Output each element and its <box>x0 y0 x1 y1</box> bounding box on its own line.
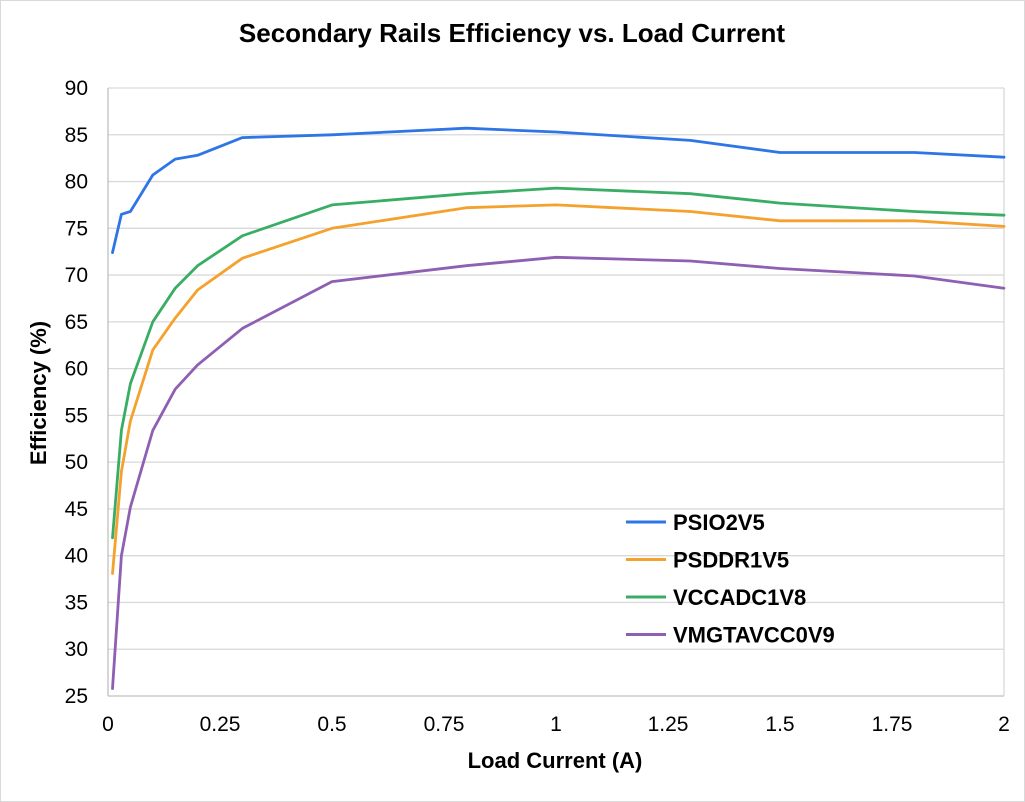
x-tick-label: 0.25 <box>200 713 241 736</box>
x-tick-label: 1.5 <box>765 713 794 736</box>
series-line-psddr1v5 <box>111 203 1006 575</box>
legend-label-psio2v5: PSIO2V5 <box>673 510 765 535</box>
series-line-psio2v5 <box>111 126 1006 255</box>
legend-label-vmgtavcc0v9: VMGTAVCC0V9 <box>673 623 835 648</box>
series-line-vccadc1v8 <box>111 186 1006 540</box>
y-tick-label: 55 <box>65 404 88 427</box>
x-tick-label: 0.5 <box>317 713 346 736</box>
legend: PSIO2V5 PSDDR1V5 VCCADC1V8 VMGTAVCC0V9 <box>626 510 835 648</box>
y-tick-label: 70 <box>65 264 88 287</box>
y-tick-label: 35 <box>65 591 88 614</box>
x-tick-label: 1.75 <box>872 713 913 736</box>
y-tick-label: 85 <box>65 124 88 147</box>
x-tick-label: 1.25 <box>648 713 689 736</box>
x-tick-label: 0 <box>102 713 114 736</box>
x-axis-label: Load Current (A) <box>468 748 643 773</box>
x-tick-label: 0.75 <box>424 713 465 736</box>
y-tick-label: 90 <box>65 77 88 100</box>
y-tick-label: 25 <box>65 685 88 708</box>
x-tick-label: 1 <box>550 713 562 736</box>
legend-label-vccadc1v8: VCCADC1V8 <box>673 585 806 610</box>
series-line-vmgtavcc0v9 <box>111 255 1006 690</box>
y-tick-label: 75 <box>65 217 88 240</box>
y-tick-label: 50 <box>65 451 88 474</box>
y-axis-ticks: 25 30 35 40 45 50 55 60 65 70 75 80 85 90 <box>65 77 88 708</box>
chart-title: Secondary Rails Efficiency vs. Load Curr… <box>239 18 786 48</box>
axes <box>107 88 1005 697</box>
y-axis-label: Efficiency (%) <box>26 321 51 465</box>
legend-label-psddr1v5: PSDDR1V5 <box>673 548 789 573</box>
gridlines <box>108 87 1004 650</box>
x-tick-label: 2 <box>998 713 1010 736</box>
plot-series <box>111 126 1006 690</box>
y-tick-label: 80 <box>65 171 88 194</box>
y-tick-label: 45 <box>65 498 88 521</box>
y-tick-label: 60 <box>65 358 88 381</box>
y-tick-label: 40 <box>65 545 88 568</box>
y-tick-label: 30 <box>65 638 88 661</box>
y-tick-label: 65 <box>65 311 88 334</box>
x-axis-ticks: 0 0.25 0.5 0.75 1 1.25 1.5 1.75 2 <box>102 713 1010 736</box>
